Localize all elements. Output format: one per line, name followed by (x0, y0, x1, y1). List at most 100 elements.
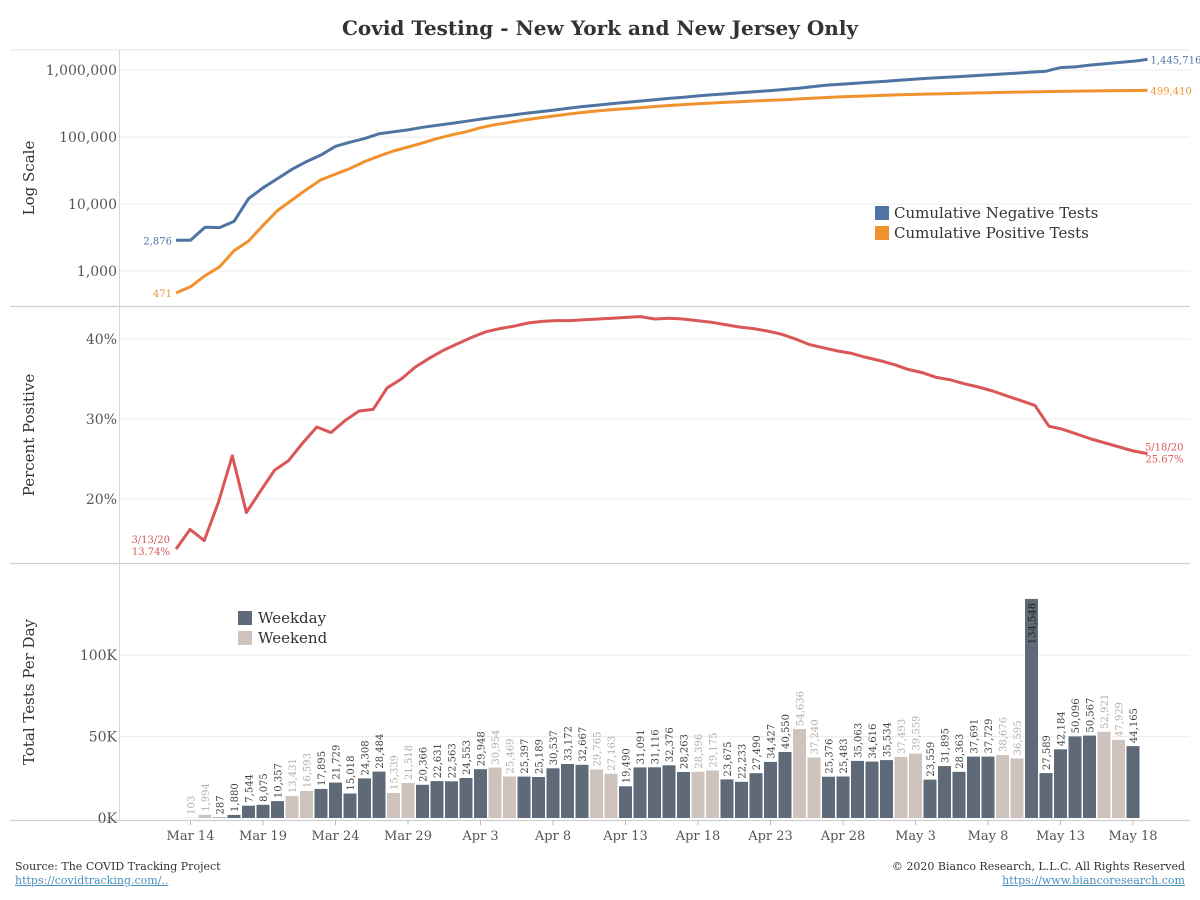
copyright-text: © 2020 Bianco Research, L.L.C. All Right… (891, 860, 1185, 873)
source-link[interactable]: https://covidtracking.com/.. (15, 874, 169, 887)
x-tick-label: Apr 23 (747, 829, 793, 844)
x-tick-label: May 8 (968, 829, 1009, 844)
legend-swatch (875, 226, 889, 240)
bar-value-label: 22,563 (448, 743, 459, 778)
x-tick-label: Mar 29 (384, 829, 432, 844)
source-name: The COVID Tracking Project (61, 860, 221, 873)
bar-value-label: 21,518 (404, 745, 415, 780)
page-title: Covid Testing - New York and New Jersey … (341, 16, 859, 40)
bar-weekday (517, 776, 531, 818)
bar-weekday (851, 760, 864, 818)
y-tick-label: 1,000 (77, 264, 117, 280)
bar-weekend (198, 814, 212, 818)
bar-value-label: 23,559 (926, 742, 937, 777)
bar-weekend (894, 756, 908, 818)
y-tick-label: 40% (86, 332, 117, 348)
bar-weekday (271, 801, 284, 818)
source-footer: Source: The COVID Tracking Project https… (15, 860, 221, 888)
series-line (175, 88, 1148, 295)
y-axis-label: Total Tests Per Day (20, 618, 38, 765)
bar-weekday (923, 779, 937, 818)
bar-value-label: 13,431 (288, 758, 299, 793)
bar-weekend (691, 771, 705, 818)
bar-weekday (575, 764, 589, 818)
series-end-value-label: 25.67% (1145, 455, 1183, 466)
bar-value-label: 22,233 (738, 744, 749, 779)
x-tick-label: Mar 19 (239, 829, 287, 844)
bar-weekday (372, 771, 386, 818)
bar-value-label: 15,018 (346, 756, 357, 791)
bar-weekday (227, 814, 241, 818)
bar-weekend (1112, 739, 1125, 818)
bar-value-label: 35,063 (854, 723, 865, 758)
bar-weekday (242, 805, 255, 818)
y-tick-label: 10,000 (68, 197, 117, 213)
y-tick-label: 30% (86, 412, 117, 428)
bar-value-label: 35,534 (883, 722, 894, 757)
bar-value-label: 44,165 (1129, 708, 1140, 743)
bar-value-label: 24,308 (361, 740, 372, 775)
bar-weekend (300, 791, 313, 818)
bar-value-label: 22,631 (433, 743, 444, 778)
legend-label: Weekend (258, 629, 328, 647)
series-start-label: 471 (153, 289, 172, 300)
bar-weekday (1126, 746, 1140, 818)
bar-weekday (1025, 598, 1038, 818)
bar-weekday (1054, 749, 1067, 818)
bar-weekday (358, 778, 371, 818)
x-tick-label: May 3 (895, 829, 936, 844)
bar-value-label: 39,559 (912, 716, 923, 751)
bar-weekday (720, 779, 734, 818)
bar-weekday (459, 778, 473, 818)
legend-swatch (875, 206, 889, 220)
source-prefix: Source: (15, 860, 58, 873)
bar-value-label: 17,895 (317, 751, 328, 786)
bar-weekend (909, 753, 922, 818)
bar-weekday (778, 752, 792, 818)
bar-weekday (967, 756, 980, 818)
bar-value-label: 40,550 (781, 714, 792, 749)
legend-label: Cumulative Negative Tests (894, 204, 1098, 222)
bar-value-label: 50,096 (1071, 698, 1082, 733)
series-end-date-label: 5/18/20 (1145, 443, 1184, 454)
x-tick-label: Apr 8 (534, 829, 571, 844)
bar-weekday (532, 777, 545, 818)
bar-value-label: 25,189 (535, 739, 546, 774)
bar-weekday (314, 788, 328, 818)
bar-weekend (807, 757, 821, 818)
x-tick-label: Apr 28 (820, 829, 866, 844)
bar-weekday (880, 760, 893, 818)
bar-weekend (1010, 758, 1024, 818)
bar-weekend (503, 776, 516, 818)
bar-value-label: 287 (216, 795, 227, 814)
bar-value-label: 28,263 (680, 734, 691, 769)
bar-value-label: 31,116 (651, 729, 662, 764)
bar-weekday (213, 817, 226, 818)
bar-weekend (285, 796, 299, 818)
bar-weekday (749, 773, 763, 818)
bar-value-label: 25,376 (825, 739, 836, 774)
y-tick-label: 0K (98, 811, 118, 827)
series-start-date-label: 3/13/20 (131, 535, 170, 546)
bar-weekday (561, 764, 574, 818)
bar-value-label: 42,184 (1057, 711, 1068, 746)
bar-value-label: 16,593 (303, 753, 314, 788)
bar-value-label: 29,948 (477, 731, 488, 766)
bar-weekday (822, 776, 835, 818)
bar-weekday (1068, 736, 1082, 818)
bar-weekend (488, 767, 502, 818)
x-tick-label: Mar 14 (167, 829, 215, 844)
bar-value-label: 7,544 (245, 774, 256, 803)
bar-weekday (1083, 735, 1096, 818)
bar-weekday (256, 804, 270, 818)
y-tick-label: 1,000,000 (46, 63, 117, 79)
bar-value-label: 21,729 (332, 745, 343, 780)
bar-value-label: 1,880 (230, 783, 241, 812)
y-tick-label: 50K (89, 730, 118, 746)
bar-value-label: 27,163 (607, 736, 618, 771)
bar-weekday (764, 761, 777, 818)
bar-value-label: 37,691 (970, 719, 981, 754)
copyright-footer: © 2020 Bianco Research, L.L.C. All Right… (892, 860, 1185, 888)
bar-value-label: 50,567 (1086, 698, 1097, 733)
site-link[interactable]: https://www.biancoresearch.com (1002, 874, 1185, 887)
